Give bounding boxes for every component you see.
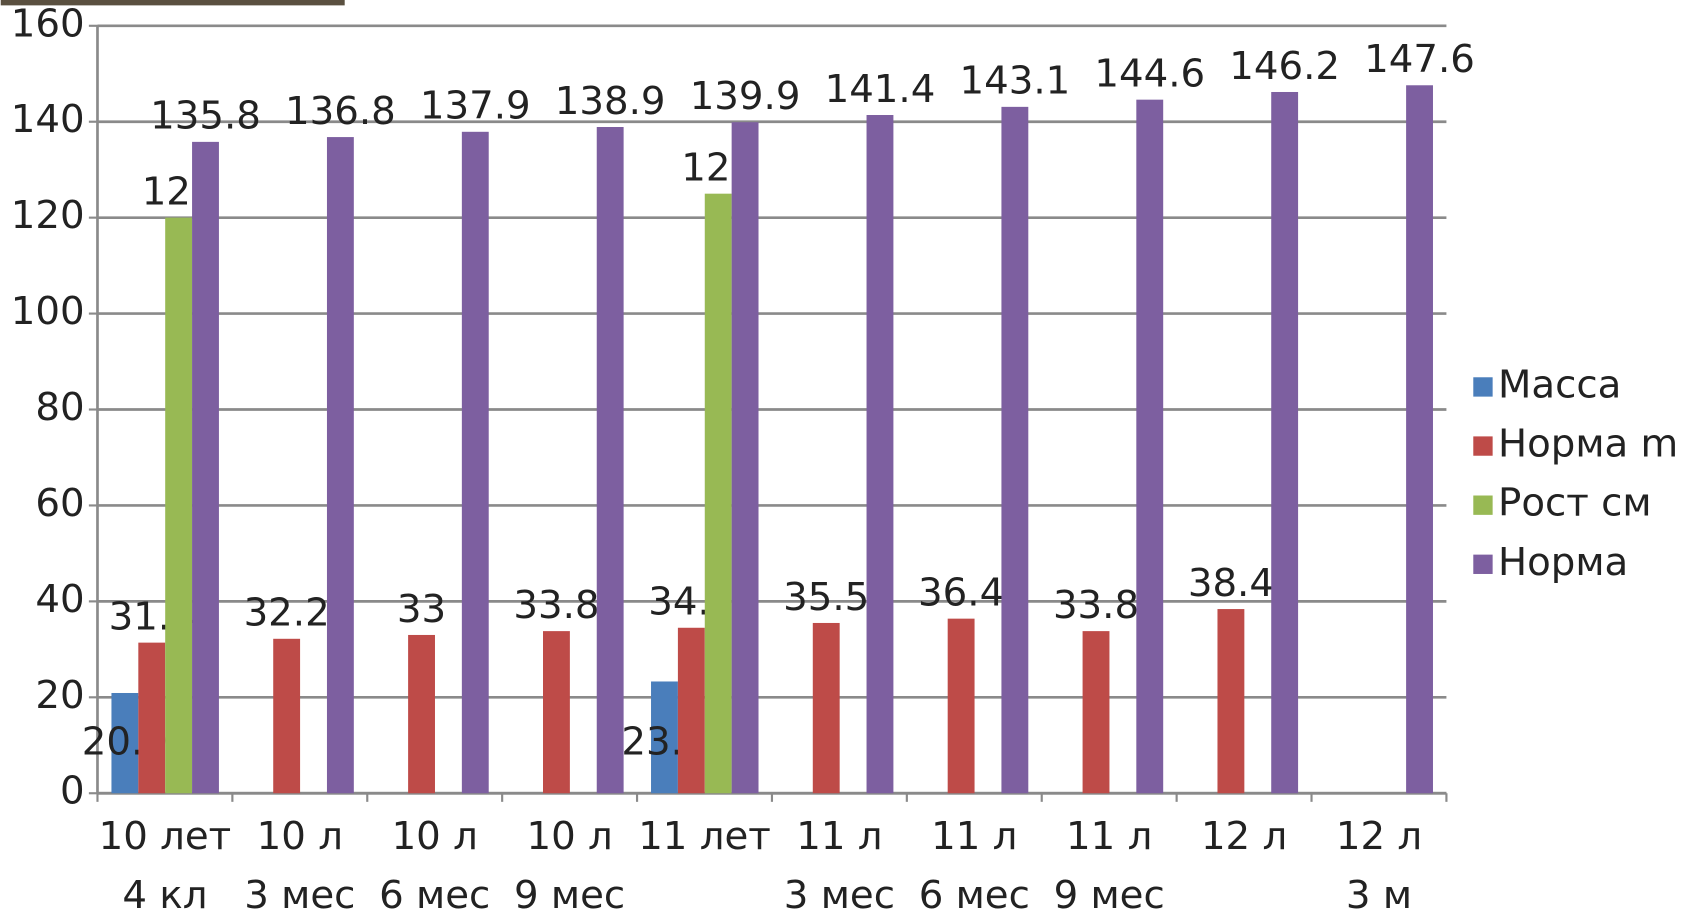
- bar: [543, 631, 570, 794]
- bar: [1136, 99, 1164, 794]
- x-tick-label: 3 м: [1346, 873, 1412, 918]
- x-tick-label: 11 лет: [638, 814, 771, 859]
- data-label: 32.2: [244, 591, 330, 636]
- y-tick-label: 20: [35, 673, 84, 718]
- y-tick-label: 140: [11, 97, 85, 142]
- bar: [138, 642, 166, 794]
- bar: [1217, 609, 1245, 794]
- x-tick-label: 10 л: [392, 814, 478, 859]
- data-label: 135.8: [150, 94, 261, 139]
- legend-label: Норма: [1498, 540, 1628, 585]
- bar: [596, 127, 624, 794]
- image-fragment: [0, 0, 345, 6]
- legend-swatch: [1473, 554, 1493, 574]
- y-tick-label: 80: [35, 385, 84, 430]
- bar: [165, 217, 193, 794]
- x-tick-label: 10 л: [257, 814, 343, 859]
- bar: [461, 131, 489, 794]
- data-label: 36.4: [918, 571, 1004, 616]
- legend-label: Рост см: [1498, 481, 1652, 526]
- bar: [1271, 91, 1299, 794]
- data-label: 138.9: [555, 79, 666, 124]
- x-tick-label: 9 мес: [1054, 873, 1165, 918]
- bar: [866, 115, 894, 794]
- x-tick-label: 12 л: [1201, 814, 1287, 859]
- bar: [677, 627, 705, 794]
- x-tick-label: 10 л: [526, 814, 612, 859]
- data-label: 33.8: [1053, 583, 1139, 628]
- x-tick-label: 6 мес: [919, 873, 1030, 918]
- x-tick-label: 11 л: [1066, 814, 1152, 859]
- y-tick-label: 60: [35, 481, 84, 526]
- x-tick-label: 6 мес: [379, 873, 490, 918]
- y-tick-label: 120: [11, 193, 85, 238]
- data-label: 143.1: [959, 59, 1070, 104]
- bar: [704, 193, 732, 794]
- y-tick-label: 100: [11, 289, 85, 334]
- bar: [651, 681, 678, 794]
- y-tick-label: 160: [11, 1, 85, 46]
- bar: [1082, 631, 1110, 794]
- bar: [812, 622, 840, 794]
- data-label: 35.5: [783, 575, 869, 620]
- bar: [731, 122, 759, 794]
- data-label: 141.4: [825, 67, 936, 112]
- legend-label: Норма m: [1498, 422, 1678, 467]
- bar: [273, 638, 301, 794]
- bar: [1406, 85, 1433, 794]
- legend-swatch: [1473, 495, 1493, 515]
- x-tick-label: 9 мес: [514, 873, 625, 918]
- bar: [408, 634, 435, 794]
- data-label: 38.4: [1188, 561, 1274, 606]
- data-label: 137.9: [420, 84, 531, 129]
- legend-swatch: [1473, 436, 1493, 456]
- legend-swatch: [1473, 377, 1493, 397]
- data-label: 147.6: [1364, 37, 1475, 82]
- data-label: 139.9: [690, 74, 801, 119]
- data-label: 136.8: [285, 89, 396, 134]
- bar: [192, 141, 219, 794]
- x-tick-label: 3 мес: [784, 873, 895, 918]
- x-tick-label: 11 л: [796, 814, 882, 859]
- legend-label: Масса: [1498, 362, 1621, 407]
- y-tick-label: 0: [60, 769, 85, 814]
- x-tick-label: 10 лет: [99, 814, 232, 859]
- x-tick-label: 12 л: [1336, 814, 1422, 859]
- x-tick-label: 4 кл: [122, 873, 207, 918]
- x-tick-label: 11 л: [931, 814, 1017, 859]
- data-label: 144.6: [1094, 52, 1205, 97]
- data-label: 33.8: [513, 583, 599, 628]
- x-tick-label: 3 мес: [244, 873, 355, 918]
- data-label: 33: [397, 587, 446, 632]
- data-label: 146.2: [1229, 44, 1340, 89]
- bar: [1001, 106, 1029, 794]
- bar: [111, 692, 139, 794]
- bar: [947, 618, 975, 794]
- bar: [326, 137, 354, 794]
- y-tick-label: 40: [35, 577, 84, 622]
